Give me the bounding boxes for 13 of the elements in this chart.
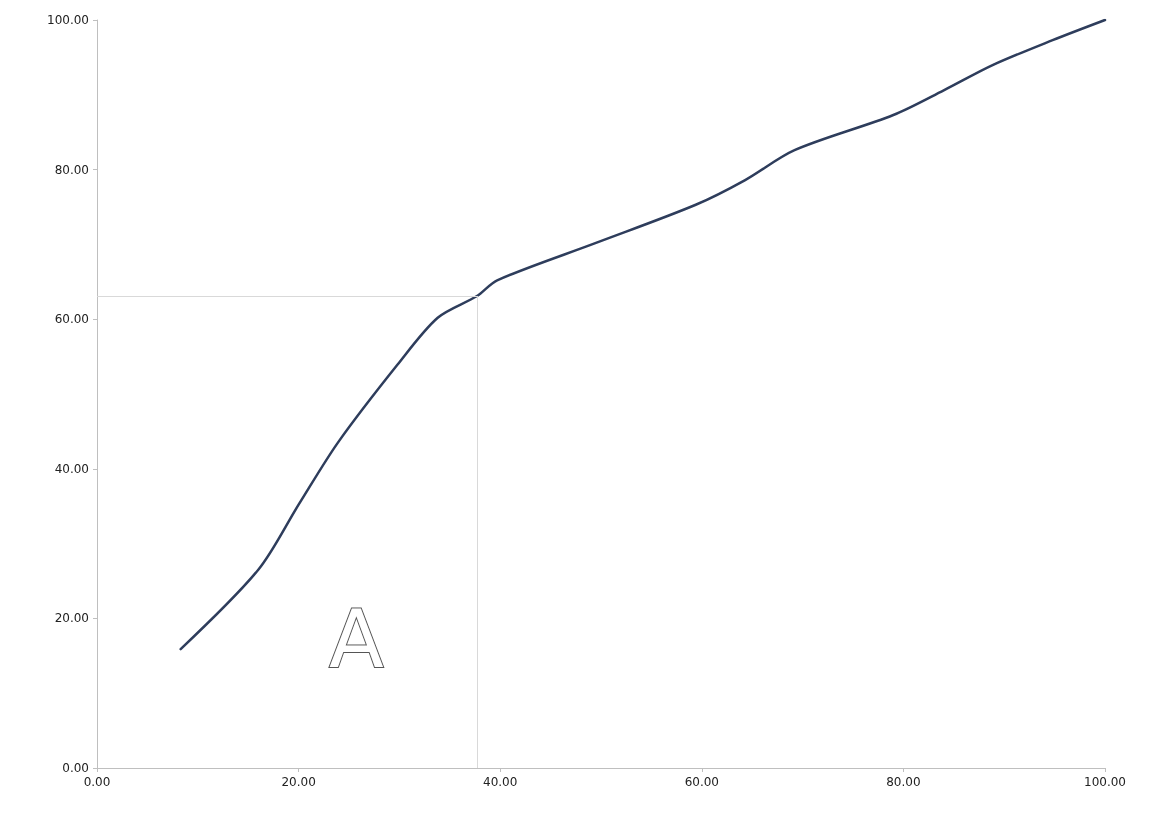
x-tick-label: 0.00 — [83, 775, 111, 789]
y-tick-label: 80.00 — [54, 162, 89, 177]
annotation: A — [329, 592, 384, 686]
y-tick-label: 60.00 — [54, 312, 89, 327]
x-tick-label: 80.00 — [886, 775, 921, 789]
x-tick-label: 60.00 — [684, 775, 719, 789]
y-tick-label: 40.00 — [54, 461, 89, 476]
y-tick-label: 0.00 — [62, 761, 89, 775]
x-tick-label: 100.00 — [1084, 775, 1126, 789]
x-tick-label: 20.00 — [281, 775, 316, 789]
x-tick-label: 40.00 — [483, 775, 518, 789]
y-tick-label: 100.00 — [47, 13, 89, 27]
y-tick-label: 20.00 — [54, 611, 89, 626]
